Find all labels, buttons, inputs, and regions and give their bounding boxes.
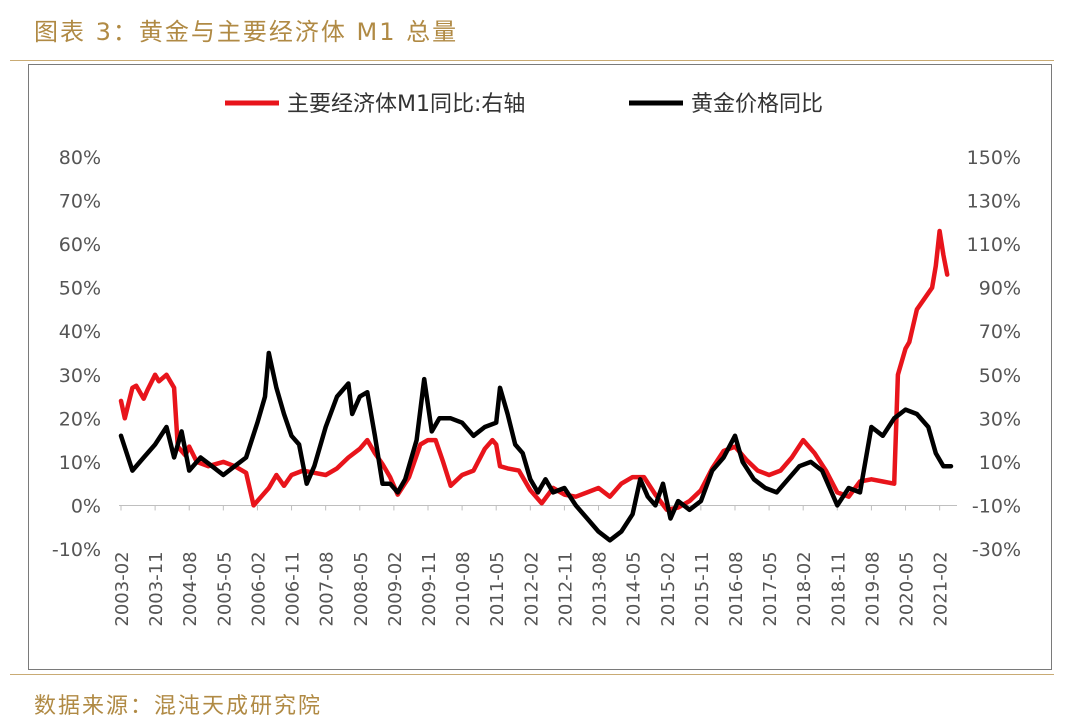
legend-label-gold: 黄金价格同比 xyxy=(691,92,823,117)
x-tick-label: 2013-08 xyxy=(590,551,611,626)
x-tick-label: 2021-02 xyxy=(931,551,952,626)
x-tick-label: 2018-11 xyxy=(828,551,849,626)
chart-frame: 主要经济体M1同比:右轴 黄金价格同比 -10% 0% 10% 20% 30% 40% 50% 6… xyxy=(28,64,1052,670)
x-tick-label: 2014-05 xyxy=(624,551,645,626)
x-tick-label: 2015-11 xyxy=(692,551,713,626)
y-right-tick-label: 70% xyxy=(979,321,1021,343)
x-tick-label: 2019-08 xyxy=(862,551,883,626)
x-tick-label: 2003-02 xyxy=(112,551,133,626)
x-tick-label: 2018-02 xyxy=(794,551,815,626)
x-tick-label: 2006-11 xyxy=(283,551,304,626)
x-tick-label: 2007-08 xyxy=(317,551,338,626)
series-line-m1 xyxy=(118,228,950,513)
legend-label-m1: 主要经济体M1同比:右轴 xyxy=(287,92,525,117)
y-right-tick-label: -30% xyxy=(972,539,1021,561)
x-tick-label: 2015-02 xyxy=(658,551,679,626)
x-tick-label: 2004-08 xyxy=(180,551,201,626)
x-tick-label: 2009-11 xyxy=(419,551,440,626)
y-right-tick-label: -10% xyxy=(972,495,1021,517)
y-left-tick-label: 0% xyxy=(71,495,101,517)
y-left-tick-label: 50% xyxy=(59,278,101,300)
x-tick-label: 2003-11 xyxy=(146,551,167,626)
x-tick-label: 2011-05 xyxy=(487,551,508,626)
y-right-tick-label: 10% xyxy=(979,452,1021,474)
y-left-tick-label: 40% xyxy=(59,321,101,343)
y-right-tick-label: 30% xyxy=(979,408,1021,430)
series-line-gold xyxy=(118,350,954,543)
line-chart: 主要经济体M1同比:右轴 黄金价格同比 -10% 0% 10% 20% 30% 40% 50% 6… xyxy=(52,92,1021,627)
y-left-tick-label: 10% xyxy=(59,452,101,474)
y-left-tick-label: 60% xyxy=(59,234,101,256)
figure-title: 图表 3：黄金与主要经济体 M1 总量 xyxy=(34,18,459,46)
x-tick-label: 2008-05 xyxy=(351,551,372,626)
y-right-tick-label: 50% xyxy=(979,365,1021,387)
x-tick-label: 2009-02 xyxy=(385,551,406,626)
x-tick-label: 2005-05 xyxy=(214,551,235,626)
y-left-tick-label: 70% xyxy=(59,191,101,213)
bottom-divider xyxy=(10,674,1054,675)
source-note: 数据来源：混沌天成研究院 xyxy=(34,694,323,719)
top-divider xyxy=(10,60,1054,61)
y-right-tick-label: 150% xyxy=(967,147,1021,169)
x-tick-label: 2017-05 xyxy=(760,551,781,626)
x-tick-label: 2020-05 xyxy=(897,551,918,626)
y-right-tick-label: 110% xyxy=(967,234,1021,256)
x-tick-label: 2016-08 xyxy=(726,551,747,626)
y-left-tick-label: 80% xyxy=(59,147,101,169)
y-left-tick-label: 30% xyxy=(59,365,101,387)
y-left-tick-label: 20% xyxy=(59,408,101,430)
x-tick-label: 2012-11 xyxy=(555,551,576,626)
x-tick-label: 2006-02 xyxy=(248,551,269,626)
y-right-tick-label: 130% xyxy=(967,191,1021,213)
x-tick-label: 2012-02 xyxy=(521,551,542,626)
y-left-tick-label: -10% xyxy=(52,539,101,561)
y-right-tick-label: 90% xyxy=(979,278,1021,300)
x-tick-label: 2010-08 xyxy=(453,551,474,626)
